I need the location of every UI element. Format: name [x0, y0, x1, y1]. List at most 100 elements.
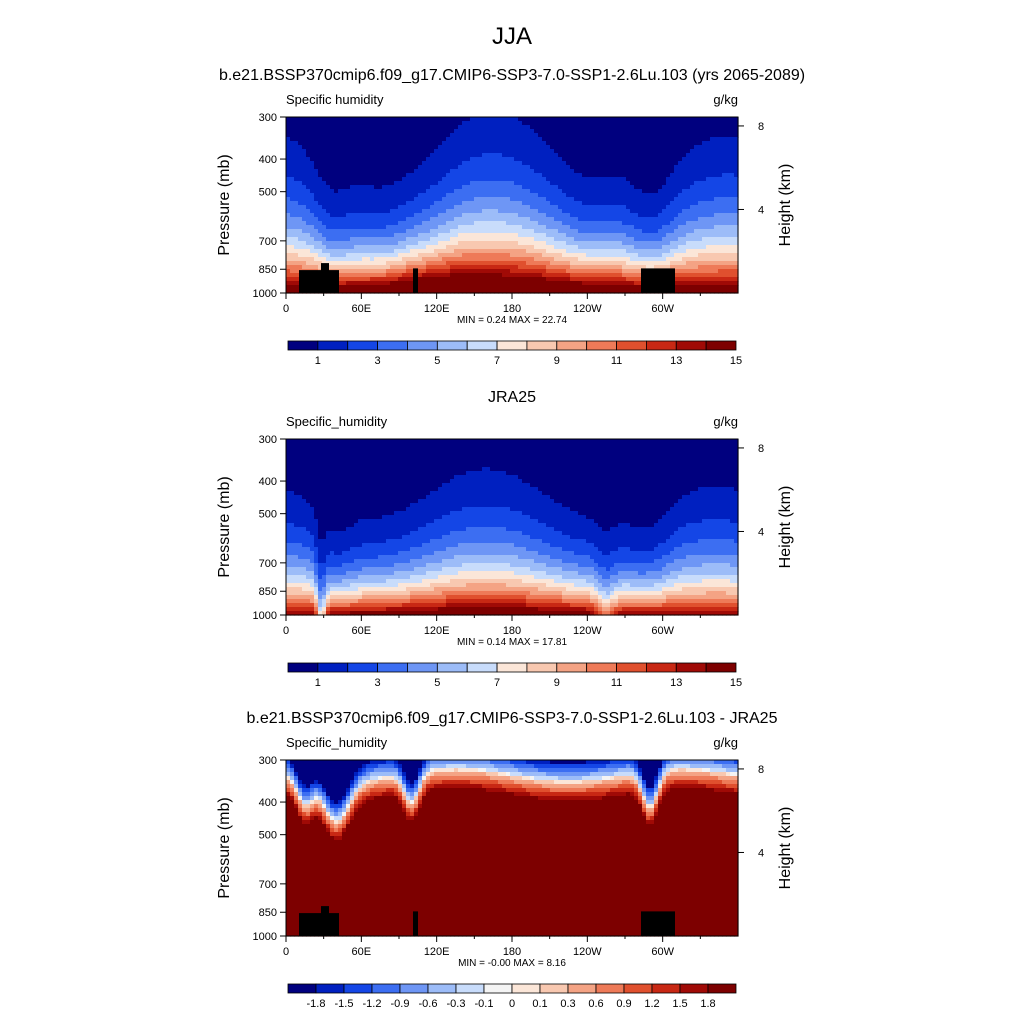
heatmap-cell — [402, 760, 407, 773]
heatmap-cell — [434, 571, 439, 580]
heatmap-cell — [518, 547, 523, 560]
heatmap-cell — [330, 832, 335, 837]
heatmap-cell — [490, 788, 495, 793]
heatmap-cell — [422, 760, 427, 765]
heatmap-cell — [290, 273, 295, 278]
heatmap-cell — [346, 812, 351, 817]
heatmap-cell — [570, 217, 575, 230]
heatmap-cell — [290, 599, 295, 604]
heatmap-cell — [522, 515, 527, 536]
heatmap-cell — [486, 209, 491, 222]
heatmap-cell — [674, 603, 679, 608]
heatmap-cell — [402, 511, 407, 536]
heatmap-cell — [674, 772, 679, 777]
heatmap-cell — [422, 567, 427, 576]
heatmap-cell — [314, 519, 319, 548]
heatmap-cell — [498, 768, 503, 773]
heatmap-cell — [614, 551, 619, 564]
heatmap-cell — [634, 269, 639, 274]
heatmap-cell — [706, 229, 711, 238]
heatmap-cell — [718, 253, 723, 262]
heatmap-cell — [570, 237, 575, 246]
heatmap-cell — [574, 563, 579, 572]
heatmap-cell — [622, 579, 627, 584]
heatmap-cell — [618, 205, 623, 222]
heatmap-cell — [506, 249, 511, 254]
heatmap-cell — [694, 491, 699, 524]
heatmap-cell — [350, 816, 355, 821]
heatmap-cell — [618, 788, 623, 793]
heatmap-cell — [638, 796, 643, 801]
heatmap-cell — [346, 603, 351, 608]
heatmap-cell — [322, 820, 327, 825]
heatmap-cell — [570, 539, 575, 552]
heatmap-cell — [514, 201, 519, 214]
heatmap-cell — [494, 776, 499, 781]
heatmap-cell — [350, 269, 355, 274]
heatmap-cell — [694, 768, 699, 773]
heatmap-cell — [570, 591, 575, 596]
heatmap-cell — [382, 760, 387, 765]
heatmap-cell — [302, 595, 307, 600]
heatmap-cell — [726, 764, 731, 769]
heatmap-cell — [514, 792, 519, 797]
heatmap-cell — [378, 257, 383, 266]
heatmap-cell — [334, 832, 339, 837]
heatmap-cell — [598, 768, 603, 773]
heatmap-cell — [718, 225, 723, 238]
heatmap-cell — [466, 603, 471, 608]
heatmap-cell — [586, 611, 591, 616]
heatmap — [286, 117, 739, 294]
heatmap-cell — [558, 273, 563, 278]
heatmap-cell — [366, 800, 371, 937]
heatmap-cell — [666, 772, 671, 777]
heatmap-cell — [570, 800, 575, 937]
heatmap-cell — [386, 515, 391, 540]
heatmap-cell — [526, 764, 531, 769]
heatmap-cell — [358, 245, 363, 254]
heatmap-cell — [322, 788, 327, 793]
heatmap-cell — [374, 792, 379, 797]
heatmap-cell — [394, 261, 399, 266]
heatmap-cell — [334, 583, 339, 588]
heatmap-cell — [590, 277, 595, 282]
heatmap-cell — [666, 205, 671, 226]
heatmap-cell — [558, 768, 563, 773]
heatmap-cell — [294, 439, 299, 496]
heatmap-cell — [410, 816, 415, 821]
heatmap-cell — [610, 261, 615, 266]
heatmap-cell — [682, 784, 687, 789]
heatmap-cell — [506, 788, 511, 793]
heatmap-cell — [602, 764, 607, 769]
heatmap-cell — [638, 607, 643, 612]
heatmap-cell — [542, 788, 547, 793]
heatmap-cell — [462, 225, 467, 234]
heatmap-cell — [582, 241, 587, 250]
heatmap-cell — [314, 784, 319, 789]
heatmap-cell — [382, 591, 387, 596]
heatmap-cell — [718, 768, 723, 773]
heatmap-cell — [702, 579, 707, 588]
heatmap-cell — [430, 153, 435, 186]
heatmap-cell — [626, 603, 631, 608]
heatmap-cell — [426, 603, 431, 608]
heatmap-cell — [734, 285, 739, 294]
heatmap-cell — [574, 265, 579, 270]
heatmap-cell — [614, 603, 619, 608]
heatmap-cell — [554, 760, 559, 765]
heatmap-cell — [466, 507, 471, 528]
heatmap-cell — [682, 189, 687, 210]
heatmap-cell — [598, 261, 603, 266]
heatmap-cell — [538, 491, 543, 524]
heatmap-cell — [458, 269, 463, 274]
heatmap-cell — [498, 760, 503, 765]
heatmap-cell — [706, 603, 711, 608]
heatmap-cell — [630, 117, 635, 186]
heatmap-cell — [518, 117, 523, 122]
heatmap-cell — [546, 579, 551, 588]
heatmap-cell — [354, 792, 359, 797]
heatmap-cell — [714, 197, 719, 214]
heatmap-cell — [726, 245, 731, 254]
heatmap-cell — [578, 796, 583, 801]
heatmap-cell — [450, 567, 455, 576]
